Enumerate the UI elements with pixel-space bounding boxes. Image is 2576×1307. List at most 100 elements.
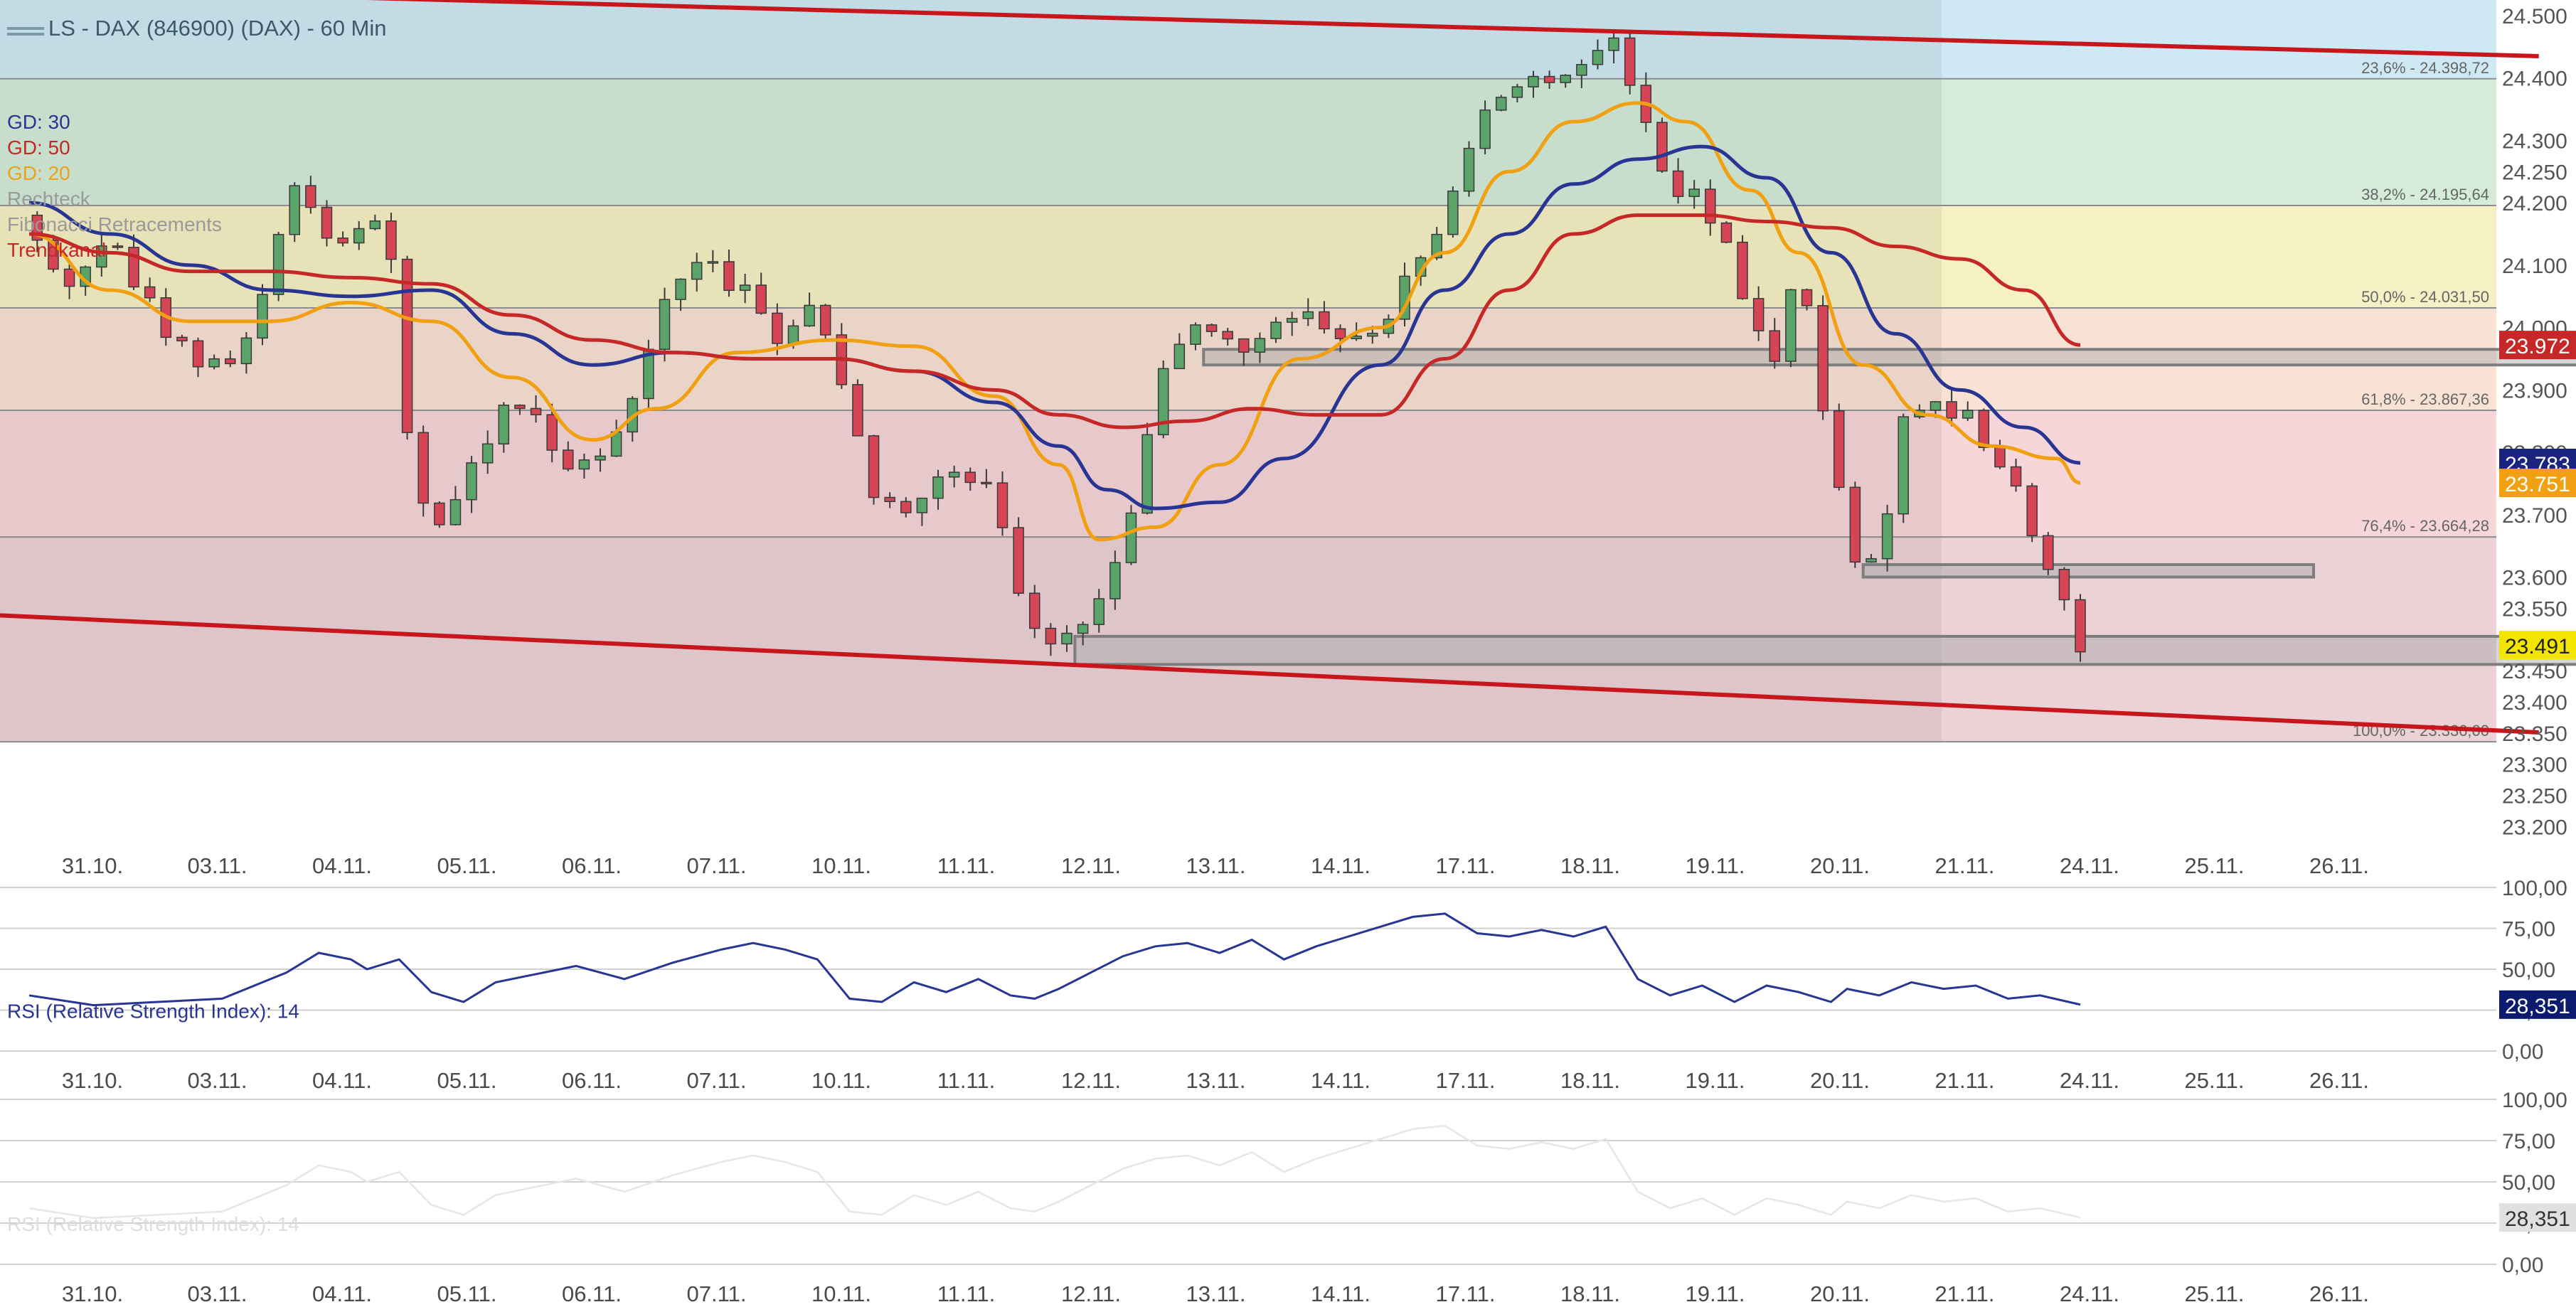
candle bbox=[63, 268, 75, 287]
fibonacci-level-label: 38,2% - 24.195,64 bbox=[2361, 186, 2489, 203]
candle bbox=[1302, 311, 1314, 319]
candle bbox=[1608, 37, 1619, 51]
candle bbox=[964, 471, 976, 484]
candle bbox=[772, 312, 783, 344]
candle bbox=[481, 443, 494, 464]
candle bbox=[1205, 324, 1218, 332]
candle bbox=[659, 299, 671, 350]
date-tick-label: 24.11. bbox=[2060, 1281, 2119, 1306]
candle bbox=[1495, 97, 1507, 111]
candle bbox=[1849, 486, 1861, 563]
rectangle bbox=[1202, 348, 2576, 367]
candle bbox=[563, 449, 574, 470]
candle bbox=[868, 435, 880, 498]
candle bbox=[434, 502, 445, 526]
menu-icon[interactable] bbox=[7, 27, 44, 30]
candle bbox=[1576, 63, 1587, 76]
candle bbox=[1898, 416, 1909, 515]
candle bbox=[401, 258, 413, 434]
fibonacci-zone bbox=[0, 410, 2496, 538]
rsi-last-tag bbox=[2499, 990, 2576, 1019]
candle bbox=[192, 340, 204, 368]
legend-gd20[interactable]: GD: 20 bbox=[7, 162, 70, 184]
rsi-tick-label: 75,00 bbox=[2502, 1130, 2555, 1153]
date-tick-label: 05.11. bbox=[437, 1281, 497, 1306]
candle bbox=[272, 234, 284, 295]
fibonacci-zones bbox=[0, 0, 2496, 742]
chart-title: LS - DAX (846900) (DAX) - 60 Min bbox=[48, 16, 387, 41]
legend-gd50[interactable]: GD: 50 bbox=[7, 137, 70, 159]
price-axis: 24.50024.40024.30024.25024.20024.10024.0… bbox=[2502, 5, 2567, 840]
date-tick-label: 17.11. bbox=[1436, 1068, 1496, 1093]
date-tick-label: 19.11. bbox=[1686, 1068, 1745, 1093]
candle bbox=[305, 185, 316, 208]
date-tick-label: 13.11. bbox=[1186, 1068, 1246, 1093]
candle bbox=[595, 455, 606, 461]
date-tick-label: 26.11. bbox=[2309, 1281, 2369, 1306]
date-tick-label: 21.11. bbox=[1935, 1068, 1995, 1093]
date-tick-label: 31.10. bbox=[62, 853, 123, 878]
date-tick-label: 10.11. bbox=[811, 1281, 871, 1306]
candle bbox=[1270, 321, 1282, 339]
legend-trendkanal[interactable]: Trendkanal bbox=[7, 239, 106, 261]
candle bbox=[852, 384, 863, 437]
candle bbox=[1190, 324, 1201, 345]
candle bbox=[369, 220, 381, 230]
candle bbox=[2043, 535, 2054, 570]
rsi-line bbox=[28, 1124, 2081, 1220]
candle bbox=[1061, 632, 1073, 645]
candle bbox=[1013, 527, 1024, 594]
candle bbox=[981, 481, 992, 485]
date-tick-label: 11.11. bbox=[937, 853, 996, 878]
date-tick-label: 31.10. bbox=[62, 1281, 123, 1306]
date-tick-label: 05.11. bbox=[437, 853, 497, 878]
candle bbox=[1688, 188, 1700, 198]
date-tick-label: 18.11. bbox=[1560, 1068, 1620, 1093]
moving-averages bbox=[28, 101, 2081, 542]
candle bbox=[1029, 592, 1040, 629]
title-bar: LS - DAX (846900) (DAX) - 60 Min bbox=[7, 16, 387, 41]
candle bbox=[1560, 75, 1571, 83]
legend-fibonacci[interactable]: Fibonacci Retracements bbox=[7, 213, 222, 235]
date-tick-label: 06.11. bbox=[562, 1281, 622, 1306]
candle bbox=[417, 432, 429, 504]
price-tick-label: 23.450 bbox=[2502, 660, 2567, 683]
candle bbox=[514, 405, 526, 410]
fibonacci-level-label: 76,4% - 23.664,28 bbox=[2361, 517, 2489, 535]
candle bbox=[691, 262, 703, 280]
candle bbox=[723, 261, 735, 292]
candle bbox=[1286, 318, 1298, 323]
last-price-tag bbox=[2499, 631, 2576, 660]
date-tick-label: 05.11. bbox=[437, 1068, 497, 1093]
last-price-label: 23.972 bbox=[2505, 335, 2570, 358]
candle bbox=[112, 245, 124, 248]
legend-gd30[interactable]: GD: 30 bbox=[7, 111, 70, 133]
date-tick-label: 18.11. bbox=[1560, 1281, 1620, 1306]
rsi-last-label: 28,351 bbox=[2505, 995, 2570, 1018]
date-tick-label: 20.11. bbox=[1810, 1068, 1870, 1093]
fibonacci-level-label: 23,6% - 24.398,72 bbox=[2361, 59, 2489, 77]
trend-channel-lower bbox=[0, 613, 2539, 735]
date-tick-label: 07.11. bbox=[687, 1068, 747, 1093]
candle bbox=[707, 261, 719, 264]
price-tick-label: 23.700 bbox=[2502, 504, 2567, 528]
date-tick-label: 03.11. bbox=[188, 853, 248, 878]
rsi-last-tag bbox=[2499, 1203, 2576, 1232]
fibonacci-level-label: 50,0% - 24.031,50 bbox=[2361, 288, 2489, 306]
candle bbox=[819, 304, 831, 336]
date-tick-label: 14.11. bbox=[1311, 1281, 1371, 1306]
date-tick-label: 25.11. bbox=[2185, 1068, 2245, 1093]
rsi-label: RSI (Relative Strength Index): 14 bbox=[7, 1213, 299, 1235]
candle bbox=[1817, 305, 1829, 412]
candle bbox=[1752, 298, 1765, 331]
candle bbox=[755, 284, 767, 314]
candle bbox=[321, 206, 333, 239]
candle bbox=[1881, 513, 1893, 560]
rsi-tick-label: 0,00 bbox=[2502, 1040, 2543, 1064]
date-tick-label: 04.11. bbox=[312, 853, 372, 878]
candle bbox=[546, 414, 558, 451]
date-tick-label: 21.11. bbox=[1935, 853, 1995, 878]
rectangle bbox=[1073, 634, 2576, 666]
legend-rechteck[interactable]: Rechteck bbox=[7, 188, 91, 210]
